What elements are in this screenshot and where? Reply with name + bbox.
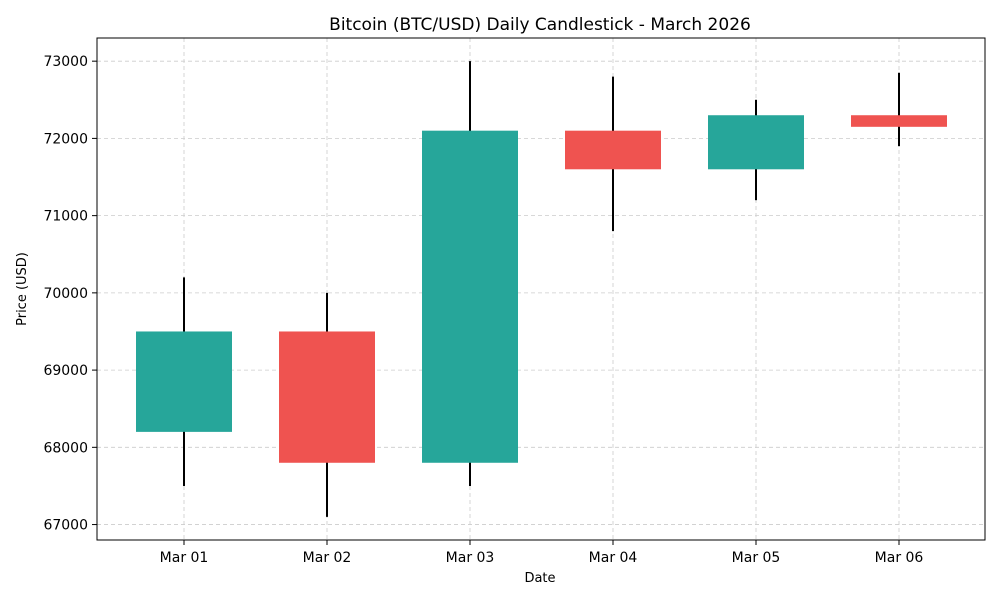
y-tick-label: 73000 [43, 54, 88, 70]
y-tick-label: 72000 [43, 131, 88, 147]
candle-mar-02 [279, 292, 375, 517]
x-tick-label: Mar 03 [446, 550, 495, 566]
candle-body-down [851, 115, 947, 127]
candle-body-down [565, 130, 661, 170]
plot-frame [96, 37, 986, 541]
candle-layer [136, 61, 947, 517]
chart-title: Bitcoin (BTC/USD) Daily Candlestick - Ma… [329, 15, 751, 35]
x-tick-label: Mar 06 [875, 550, 924, 566]
x-axis-label: Date [524, 571, 555, 586]
candle-mar-05 [708, 99, 804, 201]
x-tick-label: Mar 01 [160, 550, 209, 566]
candle-body-up [422, 130, 518, 463]
candle-mar-04 [565, 76, 661, 232]
tick-layer: 67000 68000 69000 70000 71000 72000 73000 Mar 0… [43, 54, 923, 566]
y-tick-label: 71000 [43, 209, 88, 225]
candle-body-up [136, 331, 232, 432]
candle-mar-06 [851, 72, 947, 147]
candle-body-up [708, 115, 804, 170]
y-tick-label: 68000 [43, 440, 88, 456]
grid-layer [97, 38, 985, 540]
x-tick-label: Mar 02 [303, 550, 352, 566]
y-tick-label: 69000 [43, 363, 88, 379]
candle-mar-01 [136, 277, 232, 486]
candle-mar-03 [422, 61, 518, 486]
x-tick-label: Mar 05 [732, 550, 781, 566]
y-tick-label: 67000 [43, 518, 88, 534]
x-tick-label: Mar 04 [589, 550, 638, 566]
y-tick-label: 70000 [43, 286, 88, 302]
candle-body-down [279, 331, 375, 463]
y-axis-label: Price (USD) [15, 252, 30, 326]
